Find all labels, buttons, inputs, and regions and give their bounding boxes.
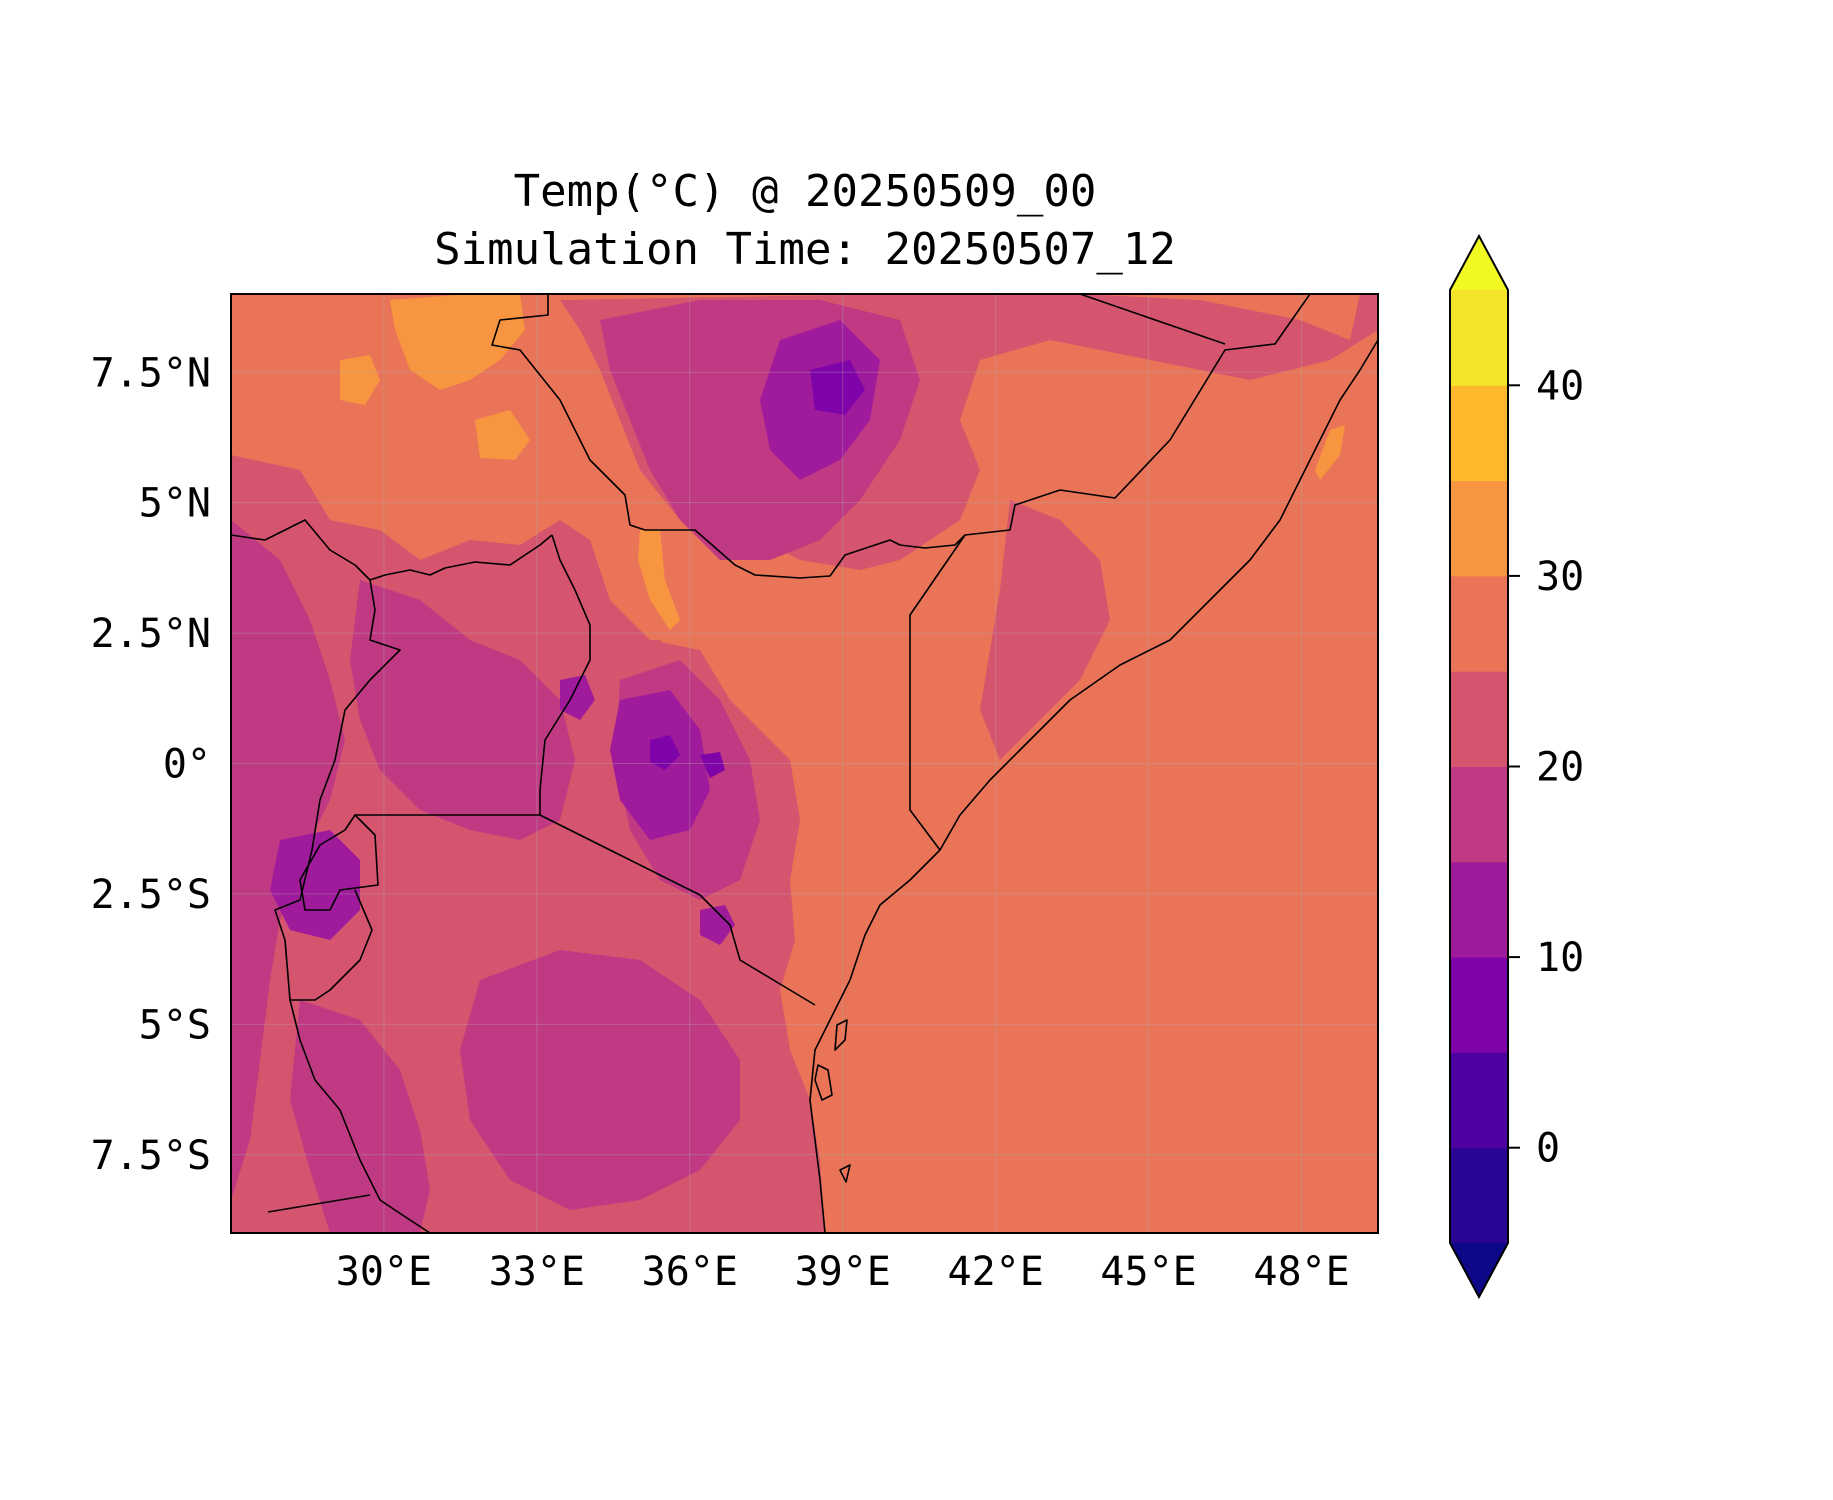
colorbar-segment bbox=[1450, 1052, 1508, 1149]
temp-band-5-10-ethiopia-peak bbox=[810, 360, 865, 415]
x-tick-label: 30°E bbox=[336, 1249, 432, 1295]
island-zanzibar bbox=[814, 1064, 833, 1101]
temp-band-10-15-rwanda bbox=[270, 830, 360, 940]
colorbar-extend-max bbox=[1450, 236, 1508, 290]
y-tick-label: 2.5°N bbox=[91, 611, 211, 657]
temp-band-30-35-south-sudan bbox=[390, 294, 525, 390]
coastline-somalia bbox=[809, 339, 1378, 1233]
x-tick-label: 36°E bbox=[642, 1249, 738, 1295]
country-borders bbox=[231, 294, 1378, 1233]
lake-tanganyika-shore bbox=[289, 999, 431, 1233]
temp-band-5-10-aberdares bbox=[700, 752, 725, 778]
colorbar-tick-label: 10 bbox=[1536, 935, 1584, 981]
temp-band-5-10-mt-kenya bbox=[650, 735, 680, 770]
colorbar-outline bbox=[1449, 233, 1509, 1300]
figure-title-line-1: Temp(°C) @ 20250509_00 bbox=[513, 166, 1097, 217]
temp-band-20-25-ne-kenya bbox=[980, 500, 1110, 760]
border-zambia-tanzania bbox=[267, 1194, 371, 1213]
border-kenya-somalia bbox=[909, 534, 966, 851]
longitude-axis: 30°E 33°E 36°E 39°E 42°E 45°E 48°E bbox=[336, 1249, 1350, 1295]
x-tick-label: 45°E bbox=[1100, 1249, 1196, 1295]
x-tick-label: 33°E bbox=[489, 1249, 585, 1295]
border-burundi-tanzania bbox=[300, 889, 373, 1001]
border-kenya-ethiopia-somalia bbox=[964, 294, 1311, 536]
colorbar-segment bbox=[1450, 290, 1508, 386]
temp-band-15-20-uganda bbox=[350, 580, 575, 840]
border-rwanda-burundi bbox=[299, 814, 379, 911]
colorbar-tick-label: 0 bbox=[1536, 1126, 1560, 1172]
colorbar-segment bbox=[1450, 385, 1508, 482]
map-frame bbox=[230, 293, 1379, 1234]
colorbar-segment bbox=[1450, 766, 1508, 863]
border-uganda-kenya bbox=[539, 534, 591, 815]
colorbar-tick-label: 30 bbox=[1536, 554, 1584, 600]
colorbar-extend-min bbox=[1450, 1243, 1508, 1297]
colorbar: 0 10 20 30 40 bbox=[1449, 233, 1584, 1300]
border-south-sudan-uganda bbox=[231, 519, 553, 581]
temp-band-10-15-kilimanjaro bbox=[700, 905, 735, 945]
island-pemba bbox=[834, 1019, 848, 1051]
y-tick-label: 5°S bbox=[139, 1002, 211, 1048]
temperature-field bbox=[231, 294, 1378, 1233]
border-ethiopia-north bbox=[1079, 294, 1226, 345]
colorbar-segment bbox=[1450, 480, 1508, 577]
temp-band-30-35-somalia-coast bbox=[1315, 425, 1345, 480]
gridlines bbox=[231, 294, 1378, 1233]
colorbar-segment bbox=[1450, 957, 1508, 1053]
figure-title-line-2: Simulation Time: 20250507_12 bbox=[434, 224, 1176, 275]
colorbar-tick-label: 40 bbox=[1536, 363, 1584, 409]
x-tick-label: 48°E bbox=[1253, 1249, 1349, 1295]
y-tick-label: 0° bbox=[163, 742, 211, 788]
island-mafia bbox=[839, 1164, 851, 1183]
y-tick-label: 7.5°S bbox=[91, 1133, 211, 1179]
border-drc-uganda bbox=[274, 579, 401, 1001]
temp-band-15-20-tanzania-south bbox=[460, 950, 740, 1210]
colorbar-segment bbox=[1450, 671, 1508, 767]
colorbar-segment bbox=[1450, 575, 1508, 672]
y-tick-label: 5°N bbox=[139, 481, 211, 527]
border-south-sudan-ethiopia bbox=[491, 294, 966, 579]
border-tanzania-north bbox=[355, 814, 816, 1006]
latitude-axis: 7.5°N 5°N 2.5°N 0° 2.5°S 5°S 7.5°S bbox=[91, 350, 211, 1179]
temp-band-15-20-sw bbox=[290, 1000, 430, 1233]
colorbar-segment bbox=[1450, 1147, 1508, 1244]
y-tick-label: 2.5°S bbox=[91, 872, 211, 918]
map-panel bbox=[230, 293, 1379, 1234]
temp-band-10-15-elgon bbox=[560, 675, 595, 720]
x-tick-label: 42°E bbox=[948, 1249, 1044, 1295]
temp-band-30-35-sudan-patch-2 bbox=[475, 410, 530, 460]
temp-band-30-35-sudan-patch bbox=[340, 355, 380, 405]
y-tick-label: 7.5°N bbox=[91, 350, 211, 396]
x-tick-label: 39°E bbox=[795, 1249, 891, 1295]
colorbar-tick-label: 20 bbox=[1536, 745, 1584, 791]
temp-band-30-35-turkana bbox=[638, 530, 680, 630]
colorbar-segment bbox=[1450, 861, 1508, 958]
